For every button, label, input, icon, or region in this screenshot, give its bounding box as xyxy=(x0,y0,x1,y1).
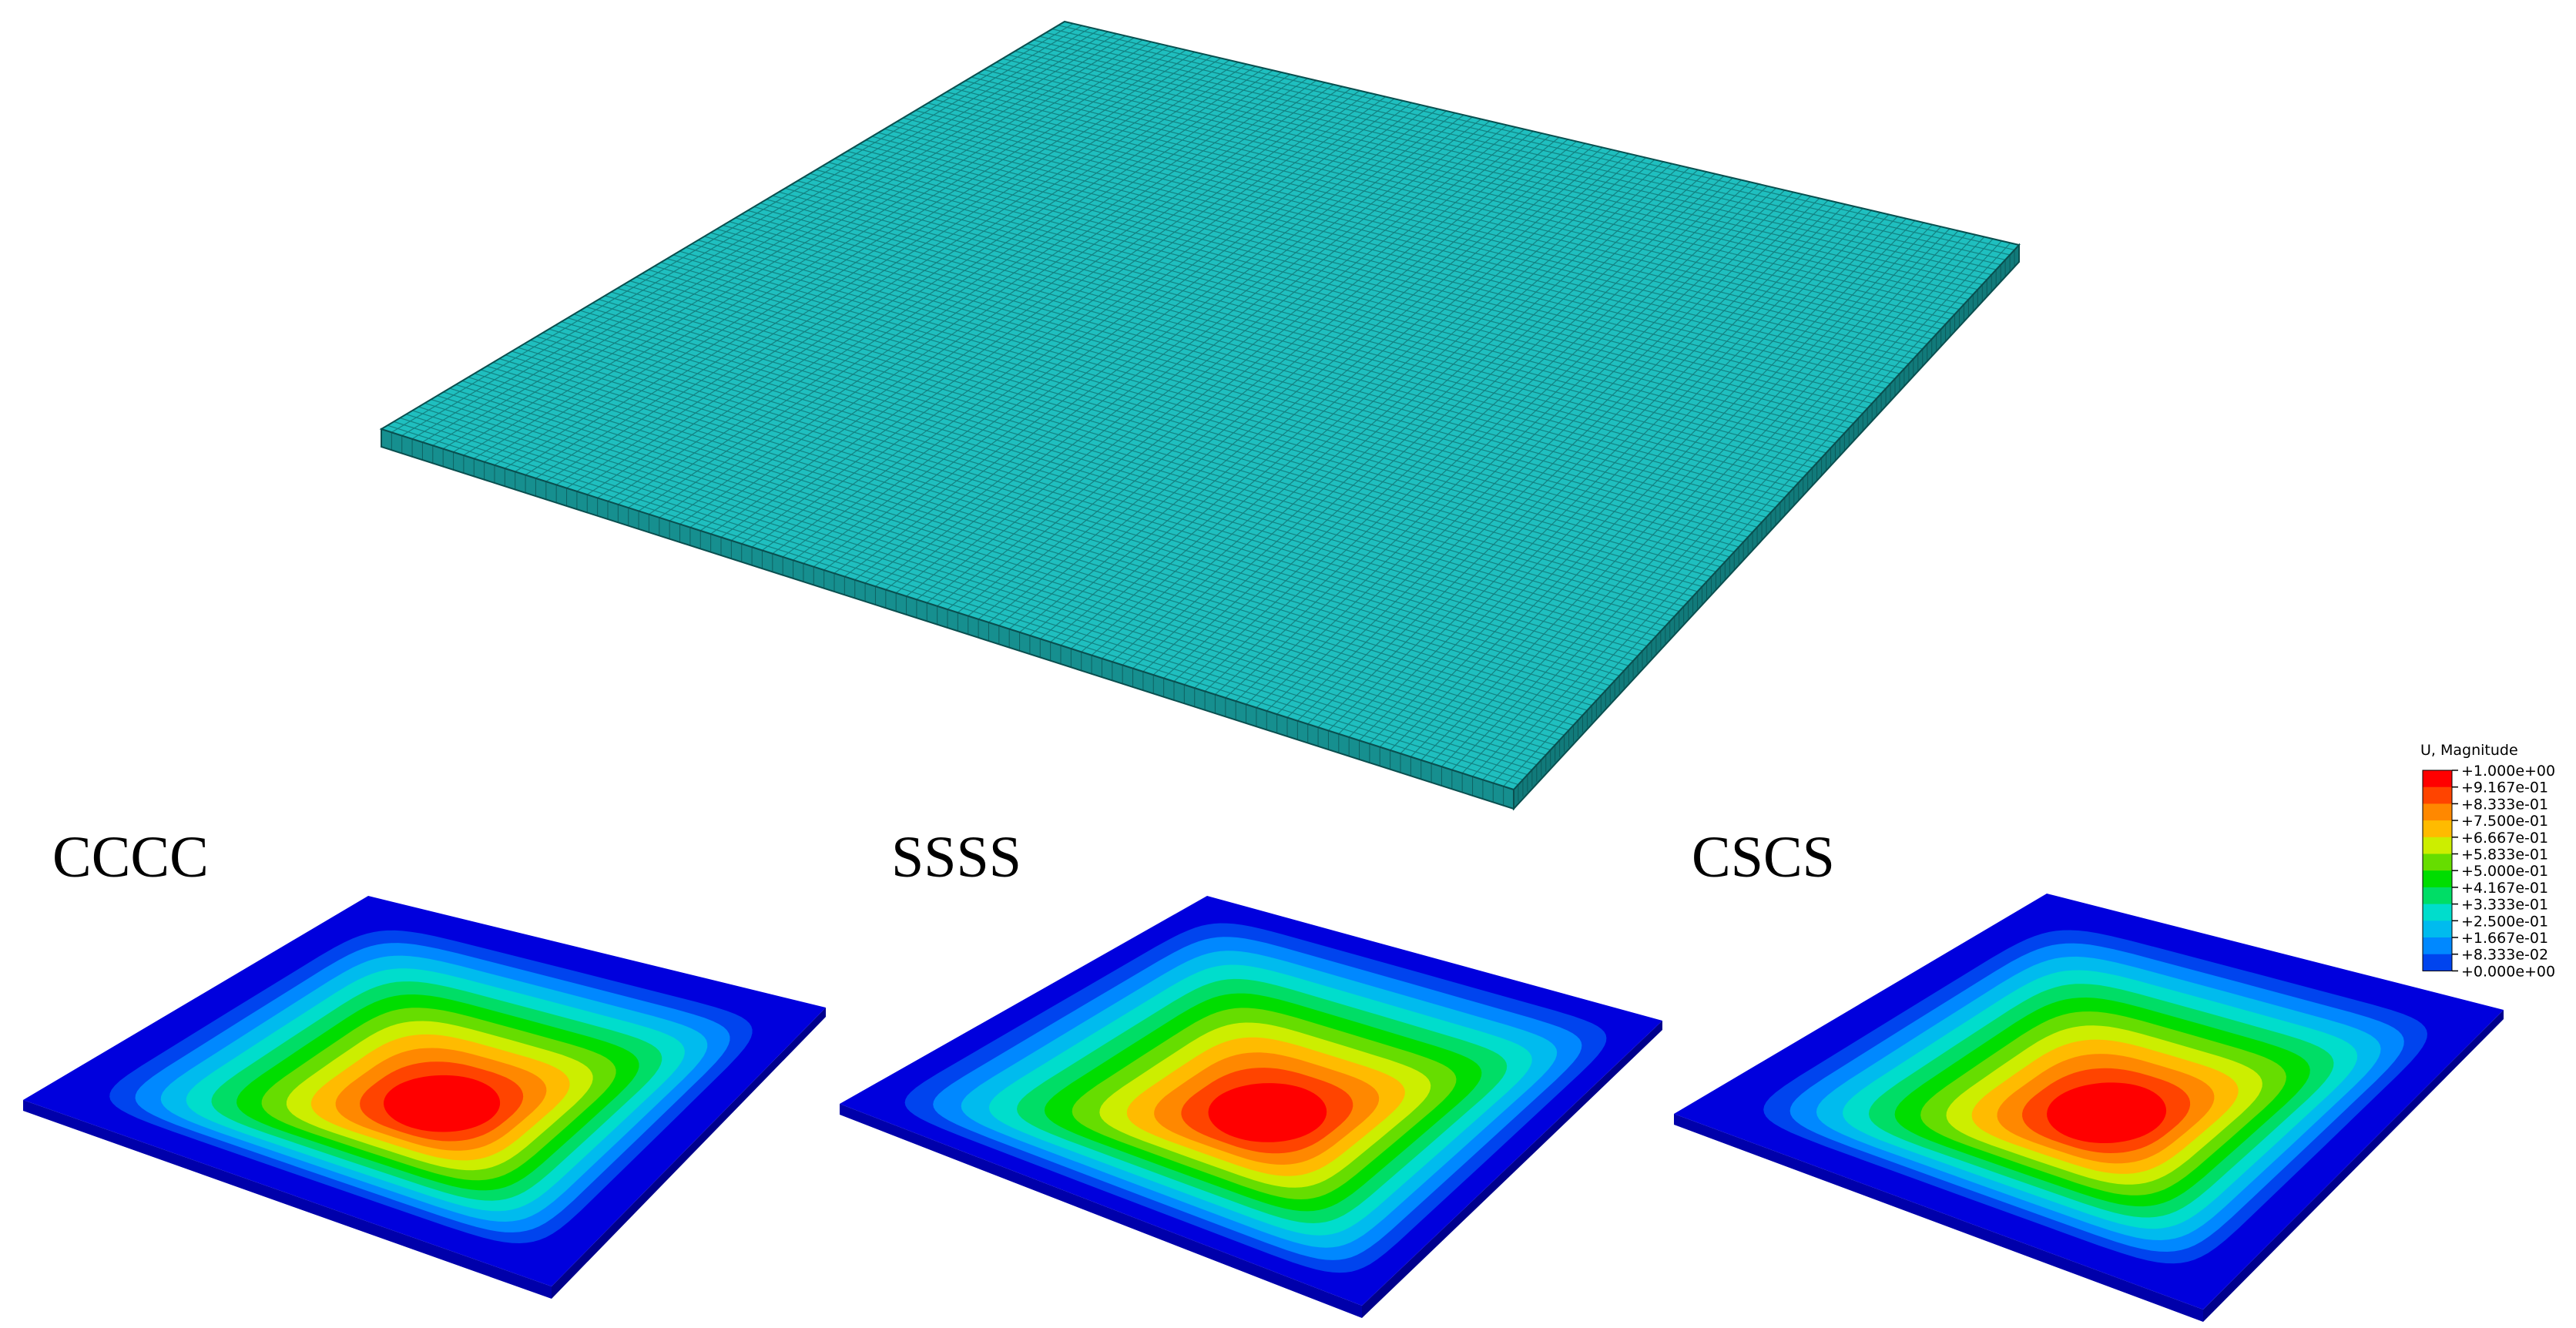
legend-swatch xyxy=(2423,837,2452,854)
legend-tick-label: +0.000e+00 xyxy=(2461,963,2555,980)
plate-side-right xyxy=(2203,1010,2504,1322)
contour-band xyxy=(2047,1082,2167,1143)
legend-swatch xyxy=(2423,954,2452,971)
contour-band xyxy=(384,1075,501,1132)
legend-tick-label: +1.667e-01 xyxy=(2461,930,2548,947)
legend-swatch xyxy=(2423,820,2452,838)
legend-swatch xyxy=(2423,870,2452,888)
legend-tick-label: +6.667e-01 xyxy=(2461,830,2548,847)
legend-swatch xyxy=(2423,921,2452,938)
contour-band xyxy=(1208,1083,1327,1142)
legend-swatch xyxy=(2423,937,2452,955)
mesh-grid-lines xyxy=(381,22,2019,790)
legend-tick-labels: +1.000e+00+9.167e-01+8.333e-01+7.500e-01… xyxy=(2452,763,2555,980)
legend-swatches xyxy=(2422,770,2453,971)
plate-side-right xyxy=(552,1008,826,1299)
legend-tick-label: +8.333e-02 xyxy=(2461,947,2548,964)
label-cccc: CCCC xyxy=(52,825,209,890)
legend-tick-label: +5.833e-01 xyxy=(2461,847,2548,864)
meshed-plate xyxy=(379,20,2021,811)
legend-tick-label: +5.000e-01 xyxy=(2461,863,2548,880)
legend-swatch xyxy=(2423,803,2452,821)
color-legend: U, Magnitude +1.000e+00+9.167e-01+8.333e… xyxy=(2420,742,2555,980)
legend-swatch xyxy=(2423,786,2452,804)
legend-swatch xyxy=(2423,770,2452,788)
plate-side-front xyxy=(840,1104,1362,1318)
legend-tick-label: +4.167e-01 xyxy=(2461,880,2548,897)
legend-swatch xyxy=(2423,853,2452,871)
legend-swatch xyxy=(2423,887,2452,905)
legend-title: U, Magnitude xyxy=(2420,742,2518,759)
legend-tick-label: +8.333e-01 xyxy=(2461,796,2548,813)
plate-side-front xyxy=(1674,1114,2203,1322)
legend-tick-label: +9.167e-01 xyxy=(2461,780,2548,796)
mesh-edge-ticks xyxy=(381,245,2020,808)
contour-plate-cccc xyxy=(23,896,826,1299)
label-cscs: CSCS xyxy=(1692,825,1835,890)
legend-swatch xyxy=(2423,904,2452,921)
label-ssss: SSSS xyxy=(891,825,1021,890)
plate-side-right xyxy=(1362,1021,1662,1318)
contour-plate-ssss xyxy=(840,896,1662,1318)
plate-side-front xyxy=(23,1100,552,1299)
legend-tick-label: +2.500e-01 xyxy=(2461,913,2548,930)
legend-tick-label: +3.333e-01 xyxy=(2461,897,2548,914)
legend-tick-label: +1.000e+00 xyxy=(2461,763,2555,780)
legend-tick-label: +7.500e-01 xyxy=(2461,813,2548,830)
contour-plate-cscs xyxy=(1674,894,2504,1322)
